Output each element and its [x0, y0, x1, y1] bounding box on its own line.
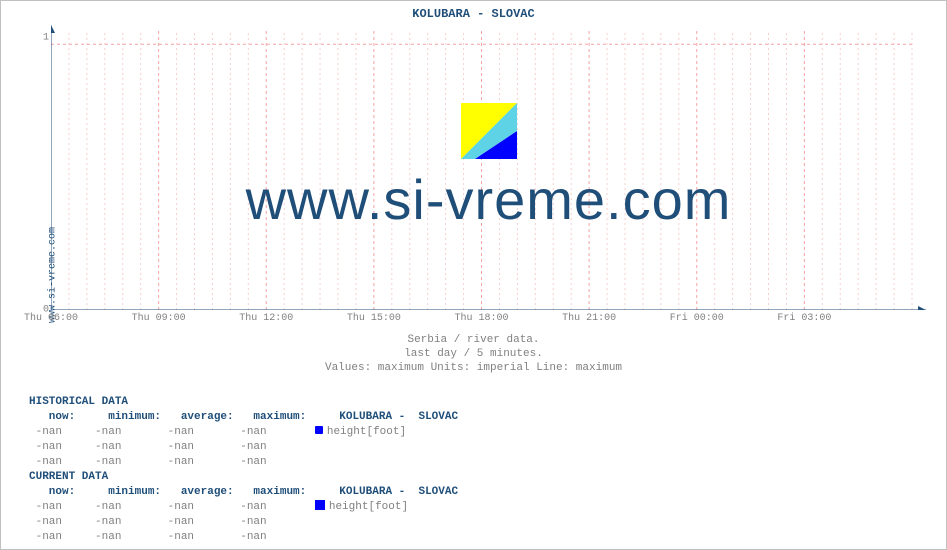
chart-title: KOLUBARA - SLOVAC	[1, 7, 946, 21]
table-row: -nan -nan -nan -nan	[29, 515, 458, 530]
table-row: -nan -nan -nan -nan height[foot]	[29, 425, 458, 440]
xtick-label: Thu 15:00	[347, 313, 401, 324]
historical-header-row: now: minimum: average: maximum: KOLUBARA…	[29, 410, 458, 425]
xtick-label: Thu 18:00	[454, 313, 508, 324]
table-row: -nan -nan -nan -nan height[foot]	[29, 500, 458, 515]
unit-label: height[foot]	[329, 501, 408, 513]
xtick-label: Fri 00:00	[670, 313, 724, 324]
xtick-label: Thu 09:00	[132, 313, 186, 324]
current-heading: CURRENT DATA	[29, 470, 458, 485]
plot-area	[51, 25, 926, 310]
table-row: -nan -nan -nan -nan	[29, 530, 458, 545]
ytick-labels: 0 1	[35, 25, 49, 310]
xtick-label: Thu 21:00	[562, 313, 616, 324]
xtick-label: Thu 12:00	[239, 313, 293, 324]
subtitle-line-1: Serbia / river data.	[1, 333, 946, 347]
subtitle-line-2: last day / 5 minutes.	[1, 347, 946, 361]
unit-label: height[foot]	[327, 426, 406, 438]
chart-container: KOLUBARA - SLOVAC www.si-vreme.com 0 1 w…	[0, 0, 947, 550]
subtitle-line-3: Values: maximum Units: imperial Line: ma…	[1, 361, 946, 375]
xtick-label: Thu 06:00	[24, 313, 78, 324]
table-row: -nan -nan -nan -nan	[29, 440, 458, 455]
ytick-1: 1	[43, 33, 49, 44]
table-row: -nan -nan -nan -nan	[29, 455, 458, 470]
current-header-row: now: minimum: average: maximum: KOLUBARA…	[29, 485, 458, 500]
plot-svg	[51, 25, 926, 310]
xtick-labels: Thu 06:00Thu 09:00Thu 12:00Thu 15:00Thu …	[51, 313, 926, 327]
chart-subtitle: Serbia / river data. last day / 5 minute…	[1, 333, 946, 375]
historical-heading: HISTORICAL DATA	[29, 395, 458, 410]
legend-marker-icon	[315, 426, 323, 434]
legend-marker-icon	[315, 500, 325, 510]
data-tables: HISTORICAL DATA now: minimum: average: m…	[29, 395, 458, 545]
xtick-label: Fri 03:00	[777, 313, 831, 324]
